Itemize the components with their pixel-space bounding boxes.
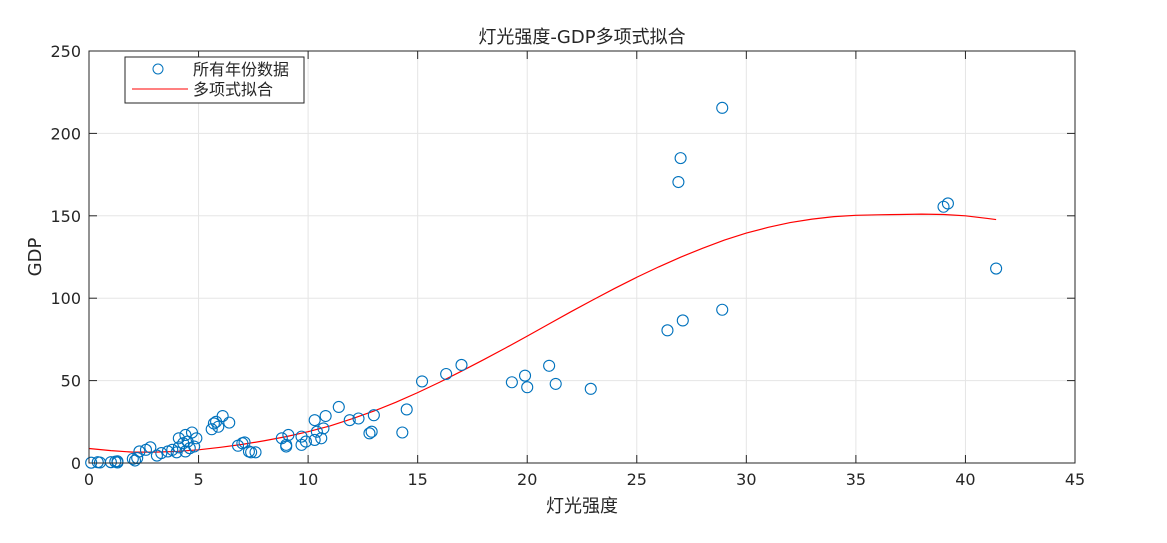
scatter-point bbox=[216, 409, 229, 423]
scatter-point bbox=[280, 438, 293, 451]
scatter-point bbox=[310, 425, 323, 438]
y-tick-label: 0 bbox=[71, 454, 81, 473]
y-tick-label: 250 bbox=[50, 42, 81, 61]
x-tick-label: 0 bbox=[84, 470, 94, 489]
y-tick-label: 50 bbox=[61, 372, 81, 391]
scatter-point bbox=[584, 382, 597, 395]
x-tick-label: 25 bbox=[627, 470, 647, 489]
scatter-point bbox=[415, 375, 429, 388]
scatter-point bbox=[144, 441, 157, 454]
scatter-point bbox=[343, 414, 356, 427]
scatter-point bbox=[365, 425, 378, 438]
tick-layer: 0 5 10 15 20 25 30 35 40 45 0 50 100 150 200 250 bbox=[50, 42, 1085, 489]
scatter-point bbox=[941, 197, 954, 210]
scatter-point bbox=[455, 358, 468, 371]
y-tick-label: 100 bbox=[50, 289, 81, 308]
scatter-point bbox=[104, 456, 117, 469]
fit-curve bbox=[88, 213, 997, 453]
x-tick-label: 30 bbox=[736, 470, 756, 489]
y-tick-label: 200 bbox=[50, 124, 81, 143]
scatter-point bbox=[212, 420, 225, 433]
scatter-point bbox=[133, 445, 146, 458]
chart-title: 灯光强度-GDP多项式拟合 bbox=[478, 27, 685, 48]
scatter-point bbox=[400, 403, 413, 416]
scatter-point bbox=[549, 377, 562, 390]
y-tick-label: 150 bbox=[50, 207, 81, 226]
scatter-point bbox=[308, 433, 321, 446]
plot-frame bbox=[88, 50, 1076, 464]
scatter-point bbox=[155, 447, 168, 460]
scatter-point bbox=[363, 427, 376, 440]
scatter-point bbox=[674, 152, 687, 165]
scatter-point bbox=[676, 314, 689, 327]
x-tick-label: 35 bbox=[846, 470, 866, 489]
scatter-point bbox=[131, 452, 144, 465]
fit-curve-layer bbox=[88, 213, 997, 453]
x-tick-label: 45 bbox=[1065, 470, 1085, 489]
scatter-layer bbox=[85, 101, 1003, 469]
grid-lines bbox=[89, 51, 1075, 463]
scatter-point bbox=[190, 432, 203, 445]
scatter-point bbox=[295, 438, 308, 451]
scatter-point bbox=[188, 440, 201, 453]
scatter-point bbox=[937, 200, 950, 213]
scatter-point bbox=[716, 303, 729, 316]
scatter-point bbox=[332, 400, 345, 414]
scatter-point bbox=[315, 432, 328, 445]
scatter-point bbox=[207, 417, 220, 430]
scatter-point bbox=[661, 324, 674, 337]
scatter-point bbox=[126, 452, 139, 465]
scatter-point bbox=[543, 359, 556, 372]
scatter-point bbox=[205, 423, 218, 436]
scatter-point bbox=[245, 446, 258, 459]
scatter-point bbox=[505, 376, 518, 389]
scatter-point bbox=[521, 381, 534, 394]
y-axis-label: GDP bbox=[25, 238, 46, 277]
x-tick-label: 10 bbox=[298, 470, 318, 489]
scatter-point bbox=[396, 426, 409, 439]
scatter-point bbox=[672, 175, 685, 189]
scatter-point bbox=[282, 428, 295, 442]
scatter-point bbox=[249, 446, 262, 459]
x-tick-label: 20 bbox=[517, 470, 537, 489]
scatter-point bbox=[319, 409, 332, 423]
scatter-point bbox=[179, 428, 192, 442]
x-axis-label: 灯光强度 bbox=[546, 496, 618, 517]
x-tick-label: 15 bbox=[407, 470, 427, 489]
plot-background bbox=[89, 51, 1075, 463]
x-tick-label: 40 bbox=[955, 470, 975, 489]
scatter-point bbox=[223, 416, 236, 429]
scatter-point bbox=[990, 262, 1003, 275]
scatter-point bbox=[367, 409, 380, 422]
scatter-point bbox=[716, 101, 729, 114]
scatter-point bbox=[518, 369, 532, 382]
x-tick-label: 5 bbox=[193, 470, 203, 489]
legend-scatter-label: 所有年份数据 bbox=[193, 60, 289, 79]
scatter-point bbox=[299, 435, 312, 448]
scatter-point bbox=[317, 422, 330, 435]
legend: 所有年份数据 多项式拟合 bbox=[124, 56, 305, 104]
scatter-point bbox=[308, 414, 321, 427]
legend-scatter-marker bbox=[152, 63, 164, 75]
legend-fit-label: 多项式拟合 bbox=[193, 80, 273, 99]
scatter-point bbox=[352, 412, 365, 425]
scatter-point bbox=[440, 367, 453, 381]
